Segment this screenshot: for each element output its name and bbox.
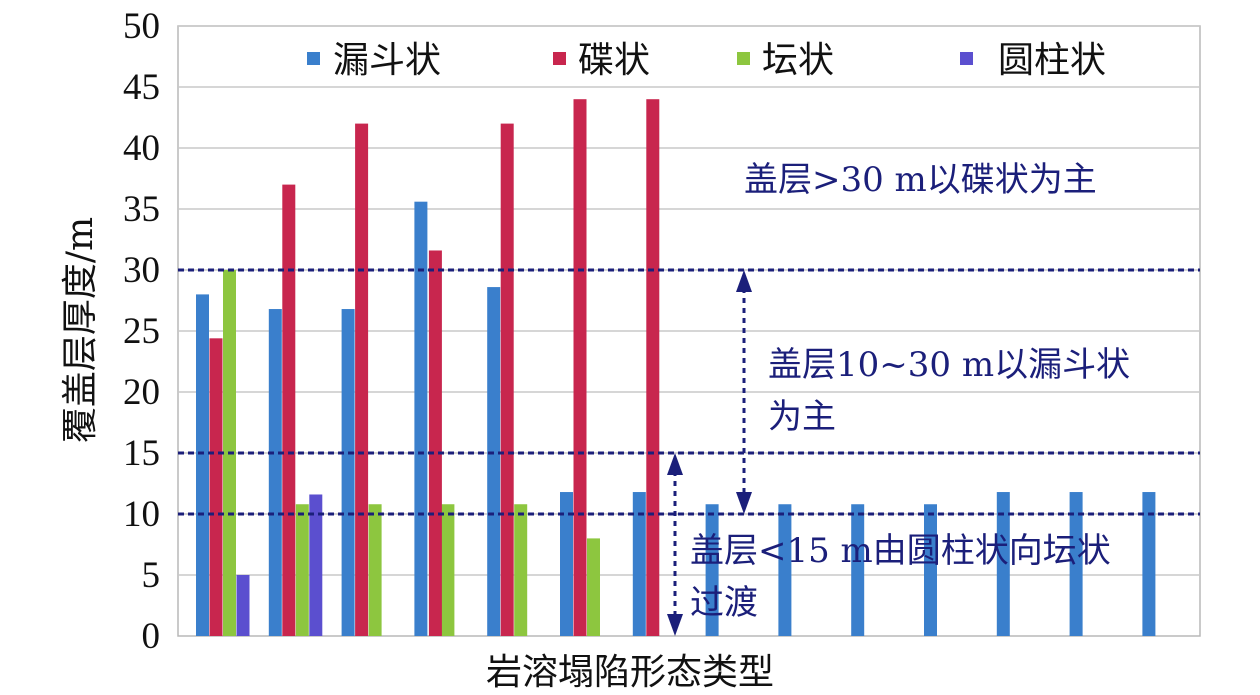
y-tick-label-25: 25 [123,311,160,352]
annotation-10-30-line1: 盖层10~30 m以漏斗状 [768,345,1130,385]
legend-label-dish: 碟状 [578,40,650,81]
bar-jar-3 [368,504,382,636]
bar-funnel-11 [924,504,937,636]
legend-swatch-funnel [307,52,320,65]
annotation-under-15-line1: 盖层<15 m由圆柱状向坛状 [690,531,1111,571]
y-tick-label-5: 5 [142,555,161,596]
y-axis-title: 覆盖层厚度/m [60,217,101,443]
bar-cylinder-2 [309,494,323,636]
y-tick-label-35: 35 [123,189,160,230]
bar-dish-1 [209,338,223,636]
bar-dish-extra-1 [428,250,442,637]
bar-funnel-6 [560,492,573,636]
annotation-10-30-line2: 为主 [768,397,836,437]
bar-funnel-8 [705,504,719,636]
y-tick-label-40: 40 [123,128,160,169]
bar-jar-5 [514,504,528,636]
legend-label-jar: 坛状 [762,40,834,81]
y-tick-label-50: 50 [123,6,160,47]
y-tick-label-15: 15 [123,433,160,474]
y-tick-label-20: 20 [123,372,160,413]
legend-swatch-jar [737,52,750,65]
bar-funnel-14 [1142,492,1156,636]
legend-label-funnel: 漏斗状 [333,40,441,81]
bar-funnel-3 [341,309,355,636]
arrow-10-30-head-up [736,270,752,292]
annotation-under-15-line2: 过渡 [690,583,758,623]
x-axis-title: 岩溶塌陷形态类型 [486,652,774,693]
bar-funnel-12 [996,492,1010,636]
bar-funnel-5 [487,287,501,636]
arrow-0-15-head-up [667,453,683,475]
y-tick-label-45: 45 [123,67,160,108]
bar-dish-7 [646,99,660,636]
annotation-over-30: 盖层>30 m以碟状为主 [744,160,1097,200]
legend: 漏斗状 碟状 坛状 圆柱状 [307,40,1106,81]
range-arrows [667,270,752,636]
bar-cylinder-1 [236,575,250,636]
bar-funnel-9 [778,504,792,636]
bar-funnel-1 [196,294,209,636]
bar-funnel-4 [414,201,428,636]
bar-jar-6 [587,538,600,636]
reference-lines [178,268,1200,516]
bar-dish-5 [500,123,514,637]
bar-funnel-2 [268,309,282,636]
y-tick-label-10: 10 [123,494,160,535]
legend-label-cylinder: 圆柱状 [998,40,1106,81]
bar-dish-2 [282,184,296,636]
bar-funnel-13 [1069,492,1083,636]
y-tick-label-0: 0 [142,616,161,657]
y-tick-label-30: 30 [123,250,160,291]
bar-jar-2 [295,504,309,636]
bar-funnel-7 [632,492,646,636]
bars [196,99,1156,637]
legend-swatch-cylinder [960,52,973,65]
bar-dish-6 [573,99,587,636]
bar-dish-3 [355,123,369,637]
bar-jar-4 [441,504,455,636]
arrow-0-15-head-down [667,614,683,636]
y-axis-ticks: 0 5 10 15 20 25 30 35 40 45 50 [123,6,160,657]
legend-swatch-dish [553,52,566,65]
bar-funnel-10 [851,504,865,636]
arrow-10-30-head-down [736,492,752,514]
